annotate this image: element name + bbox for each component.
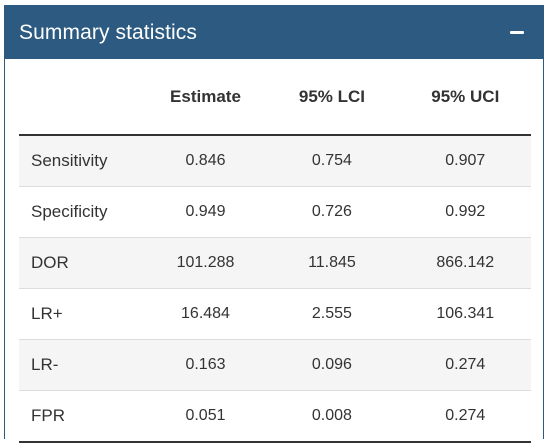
summary-statistics-panel: Summary statistics Estimate 95% LCI 95% … (4, 5, 544, 443)
table-row: Sensitivity 0.846 0.754 0.907 (19, 135, 531, 187)
lci-cell: 0.096 (264, 339, 400, 391)
lci-cell: 0.008 (264, 390, 400, 441)
row-label: FPR (19, 390, 147, 441)
estimate-cell: 0.163 (146, 339, 265, 391)
lci-cell: 0.754 (264, 135, 400, 187)
table-row: LR+ 16.484 2.555 106.341 (19, 288, 531, 340)
column-header-estimate: Estimate (146, 59, 265, 136)
minus-icon (510, 31, 524, 34)
row-label: Specificity (19, 186, 147, 238)
table-container: Estimate 95% LCI 95% UCI Sensitivity 0.8… (5, 59, 543, 443)
table-row: FPR 0.051 0.008 0.274 (19, 390, 531, 441)
collapse-button[interactable] (507, 23, 527, 43)
lci-cell: 2.555 (264, 288, 400, 340)
row-label: DOR (19, 237, 147, 289)
table-row: LR- 0.163 0.096 0.274 (19, 339, 531, 391)
lci-cell: 11.845 (264, 237, 400, 289)
panel-title: Summary statistics (19, 20, 197, 44)
uci-cell: 0.907 (399, 135, 531, 187)
uci-cell: 0.274 (399, 339, 531, 391)
row-label: LR+ (19, 288, 147, 340)
row-label: LR- (19, 339, 147, 391)
uci-cell: 106.341 (399, 288, 531, 340)
table-row: Specificity 0.949 0.726 0.992 (19, 186, 531, 238)
table-header-row: Estimate 95% LCI 95% UCI (19, 59, 531, 136)
lci-cell: 0.726 (264, 186, 400, 238)
column-header-lci: 95% LCI (264, 59, 400, 136)
column-header-uci: 95% UCI (399, 59, 531, 136)
estimate-cell: 0.949 (146, 186, 265, 238)
estimate-cell: 16.484 (146, 288, 265, 340)
table-row: DOR 101.288 11.845 866.142 (19, 237, 531, 289)
row-label: Sensitivity (19, 135, 147, 187)
uci-cell: 0.274 (399, 390, 531, 441)
column-header-label (19, 59, 147, 136)
estimate-cell: 101.288 (146, 237, 265, 289)
estimate-cell: 0.051 (146, 390, 265, 441)
uci-cell: 0.992 (399, 186, 531, 238)
estimate-cell: 0.846 (146, 135, 265, 187)
uci-cell: 866.142 (399, 237, 531, 289)
panel-header: Summary statistics (5, 6, 543, 59)
summary-table: Estimate 95% LCI 95% UCI Sensitivity 0.8… (19, 59, 531, 441)
